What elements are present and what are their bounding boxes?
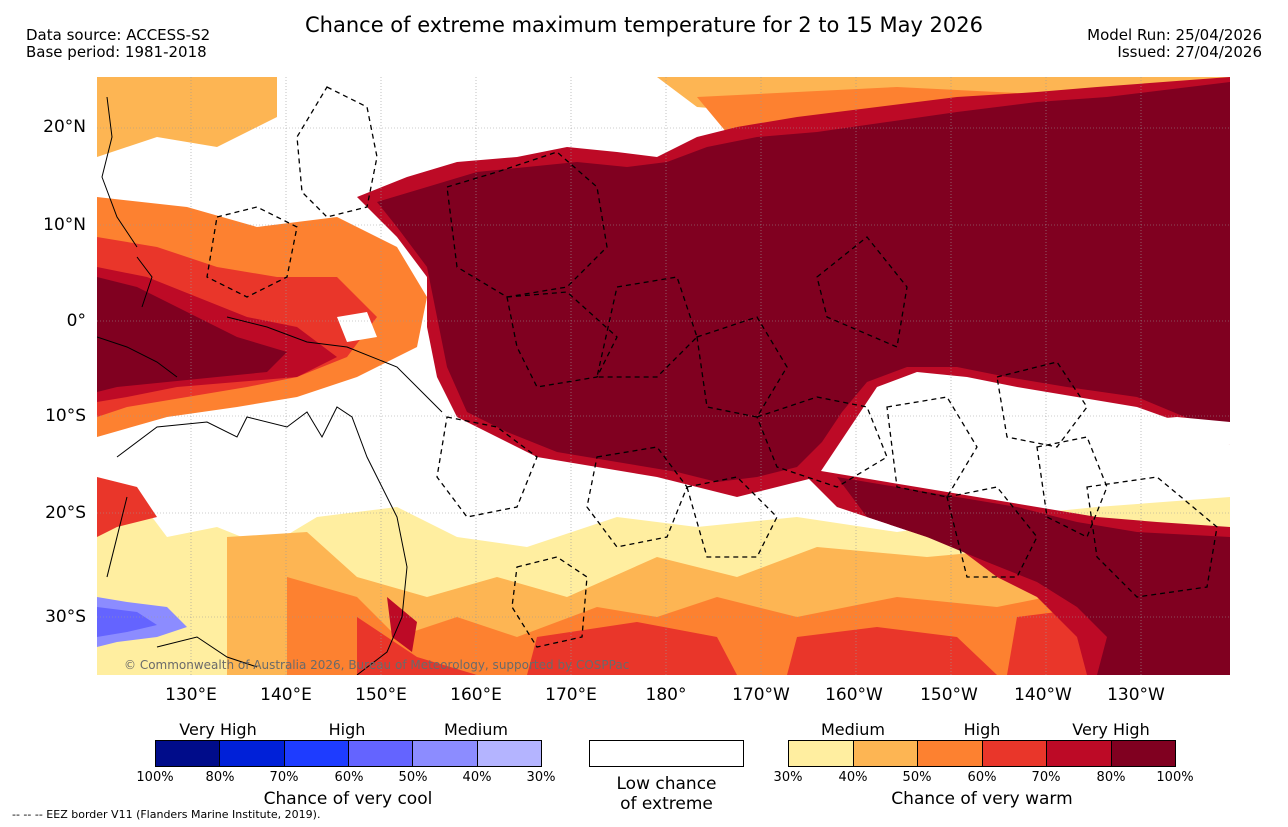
lon-label: 170°E bbox=[545, 685, 597, 705]
lon-label: 130°E bbox=[165, 685, 217, 705]
lon-label: 180° bbox=[645, 685, 687, 705]
legend-warm-swatch bbox=[982, 741, 1047, 766]
legend-cool-tick: 80% bbox=[205, 770, 235, 785]
legend-cool-colorbar bbox=[155, 740, 542, 767]
legend-cool-caption: Chance of very cool bbox=[263, 789, 433, 809]
model-run: Model Run: 25/04/2026 bbox=[1087, 26, 1262, 44]
legend-cool-tick: 100% bbox=[136, 770, 174, 785]
lat-label: 30°S bbox=[45, 607, 86, 627]
eez-border-note: -- -- -- EEZ border V11 (Flanders Marine… bbox=[12, 808, 321, 821]
legend-warm-caption: Chance of very warm bbox=[891, 789, 1073, 809]
legend-cool-tick: 60% bbox=[334, 770, 364, 785]
lon-label: 140°E bbox=[260, 685, 312, 705]
legend-cool-swatch bbox=[477, 741, 541, 766]
legend-warm-swatch bbox=[1047, 741, 1112, 766]
gridlines bbox=[97, 77, 1230, 675]
legend-warm-colorbar bbox=[788, 740, 1176, 767]
legend-cool-swatch bbox=[156, 741, 221, 766]
legend-neutral-box bbox=[589, 740, 744, 767]
lat-label: 10°S bbox=[45, 406, 86, 426]
forecast-map bbox=[97, 77, 1230, 675]
legend-warm-tick: 80% bbox=[1096, 770, 1126, 785]
lon-label: 150°E bbox=[355, 685, 407, 705]
legend-warm-swatch bbox=[789, 741, 854, 766]
lat-label: 20°S bbox=[45, 503, 86, 523]
legend-cool-tick: 70% bbox=[269, 770, 299, 785]
lon-label: 170°W bbox=[732, 685, 790, 705]
legend-cool-tick: 50% bbox=[398, 770, 428, 785]
legend-cool-swatch bbox=[413, 741, 478, 766]
legend-warm-tick: 60% bbox=[967, 770, 997, 785]
lon-label: 160°E bbox=[450, 685, 502, 705]
legend-warm-swatch bbox=[918, 741, 983, 766]
lon-label: 150°W bbox=[920, 685, 978, 705]
legend-warm-tick: 40% bbox=[838, 770, 868, 785]
legend-cool-category: Medium bbox=[444, 720, 508, 739]
legend-cool-swatch bbox=[284, 741, 349, 766]
coastlines bbox=[97, 96, 443, 675]
lon-label: 130°W bbox=[1107, 685, 1165, 705]
legend-neutral-caption-line: of extreme bbox=[620, 794, 713, 814]
legend-warm-tick: 100% bbox=[1156, 770, 1194, 785]
legend-neutral-swatch bbox=[590, 741, 743, 766]
map-title: Chance of extreme maximum temperature fo… bbox=[305, 13, 983, 37]
run-info: Model Run: 25/04/2026 Issued: 27/04/2026 bbox=[1087, 27, 1262, 61]
issued-date: Issued: 27/04/2026 bbox=[1117, 43, 1262, 61]
copyright-notice: © Commonwealth of Australia 2026, Bureau… bbox=[124, 658, 630, 672]
lat-label: 20°N bbox=[43, 117, 86, 137]
legend-cool-category: Very High bbox=[179, 720, 257, 739]
lat-label: 0° bbox=[66, 311, 86, 331]
source-info: Data source: ACCESS-S2 Base period: 1981… bbox=[26, 27, 210, 61]
lon-label: 160°W bbox=[825, 685, 883, 705]
legend-neutral-caption: Low chance of extreme bbox=[589, 774, 744, 814]
warm-probability-field bbox=[97, 77, 1230, 675]
legend-cool-swatch bbox=[220, 741, 285, 766]
legend-warm-swatch bbox=[1111, 741, 1175, 766]
legend-cool-category: High bbox=[328, 720, 366, 739]
legend-cool-tick: 40% bbox=[462, 770, 492, 785]
legend-neutral-caption-line: Low chance bbox=[616, 774, 717, 794]
legend-cool-swatch bbox=[348, 741, 414, 766]
legend-warm-category: Medium bbox=[821, 720, 885, 739]
map-canvas bbox=[97, 77, 1230, 675]
lon-label: 140°W bbox=[1014, 685, 1072, 705]
legend-warm-tick: 30% bbox=[773, 770, 803, 785]
legend-cool-tick: 30% bbox=[526, 770, 556, 785]
data-source: Data source: ACCESS-S2 bbox=[26, 26, 211, 44]
base-period: Base period: 1981-2018 bbox=[26, 43, 207, 61]
legend-warm-swatch bbox=[853, 741, 918, 766]
legend-warm-category: High bbox=[963, 720, 1001, 739]
legend-warm-category: Very High bbox=[1072, 720, 1150, 739]
legend-warm-tick: 50% bbox=[902, 770, 932, 785]
lat-label: 10°N bbox=[43, 215, 86, 235]
legend-warm-tick: 70% bbox=[1031, 770, 1061, 785]
eez-borders bbox=[206, 86, 1218, 648]
cool-probability-field bbox=[97, 597, 187, 647]
